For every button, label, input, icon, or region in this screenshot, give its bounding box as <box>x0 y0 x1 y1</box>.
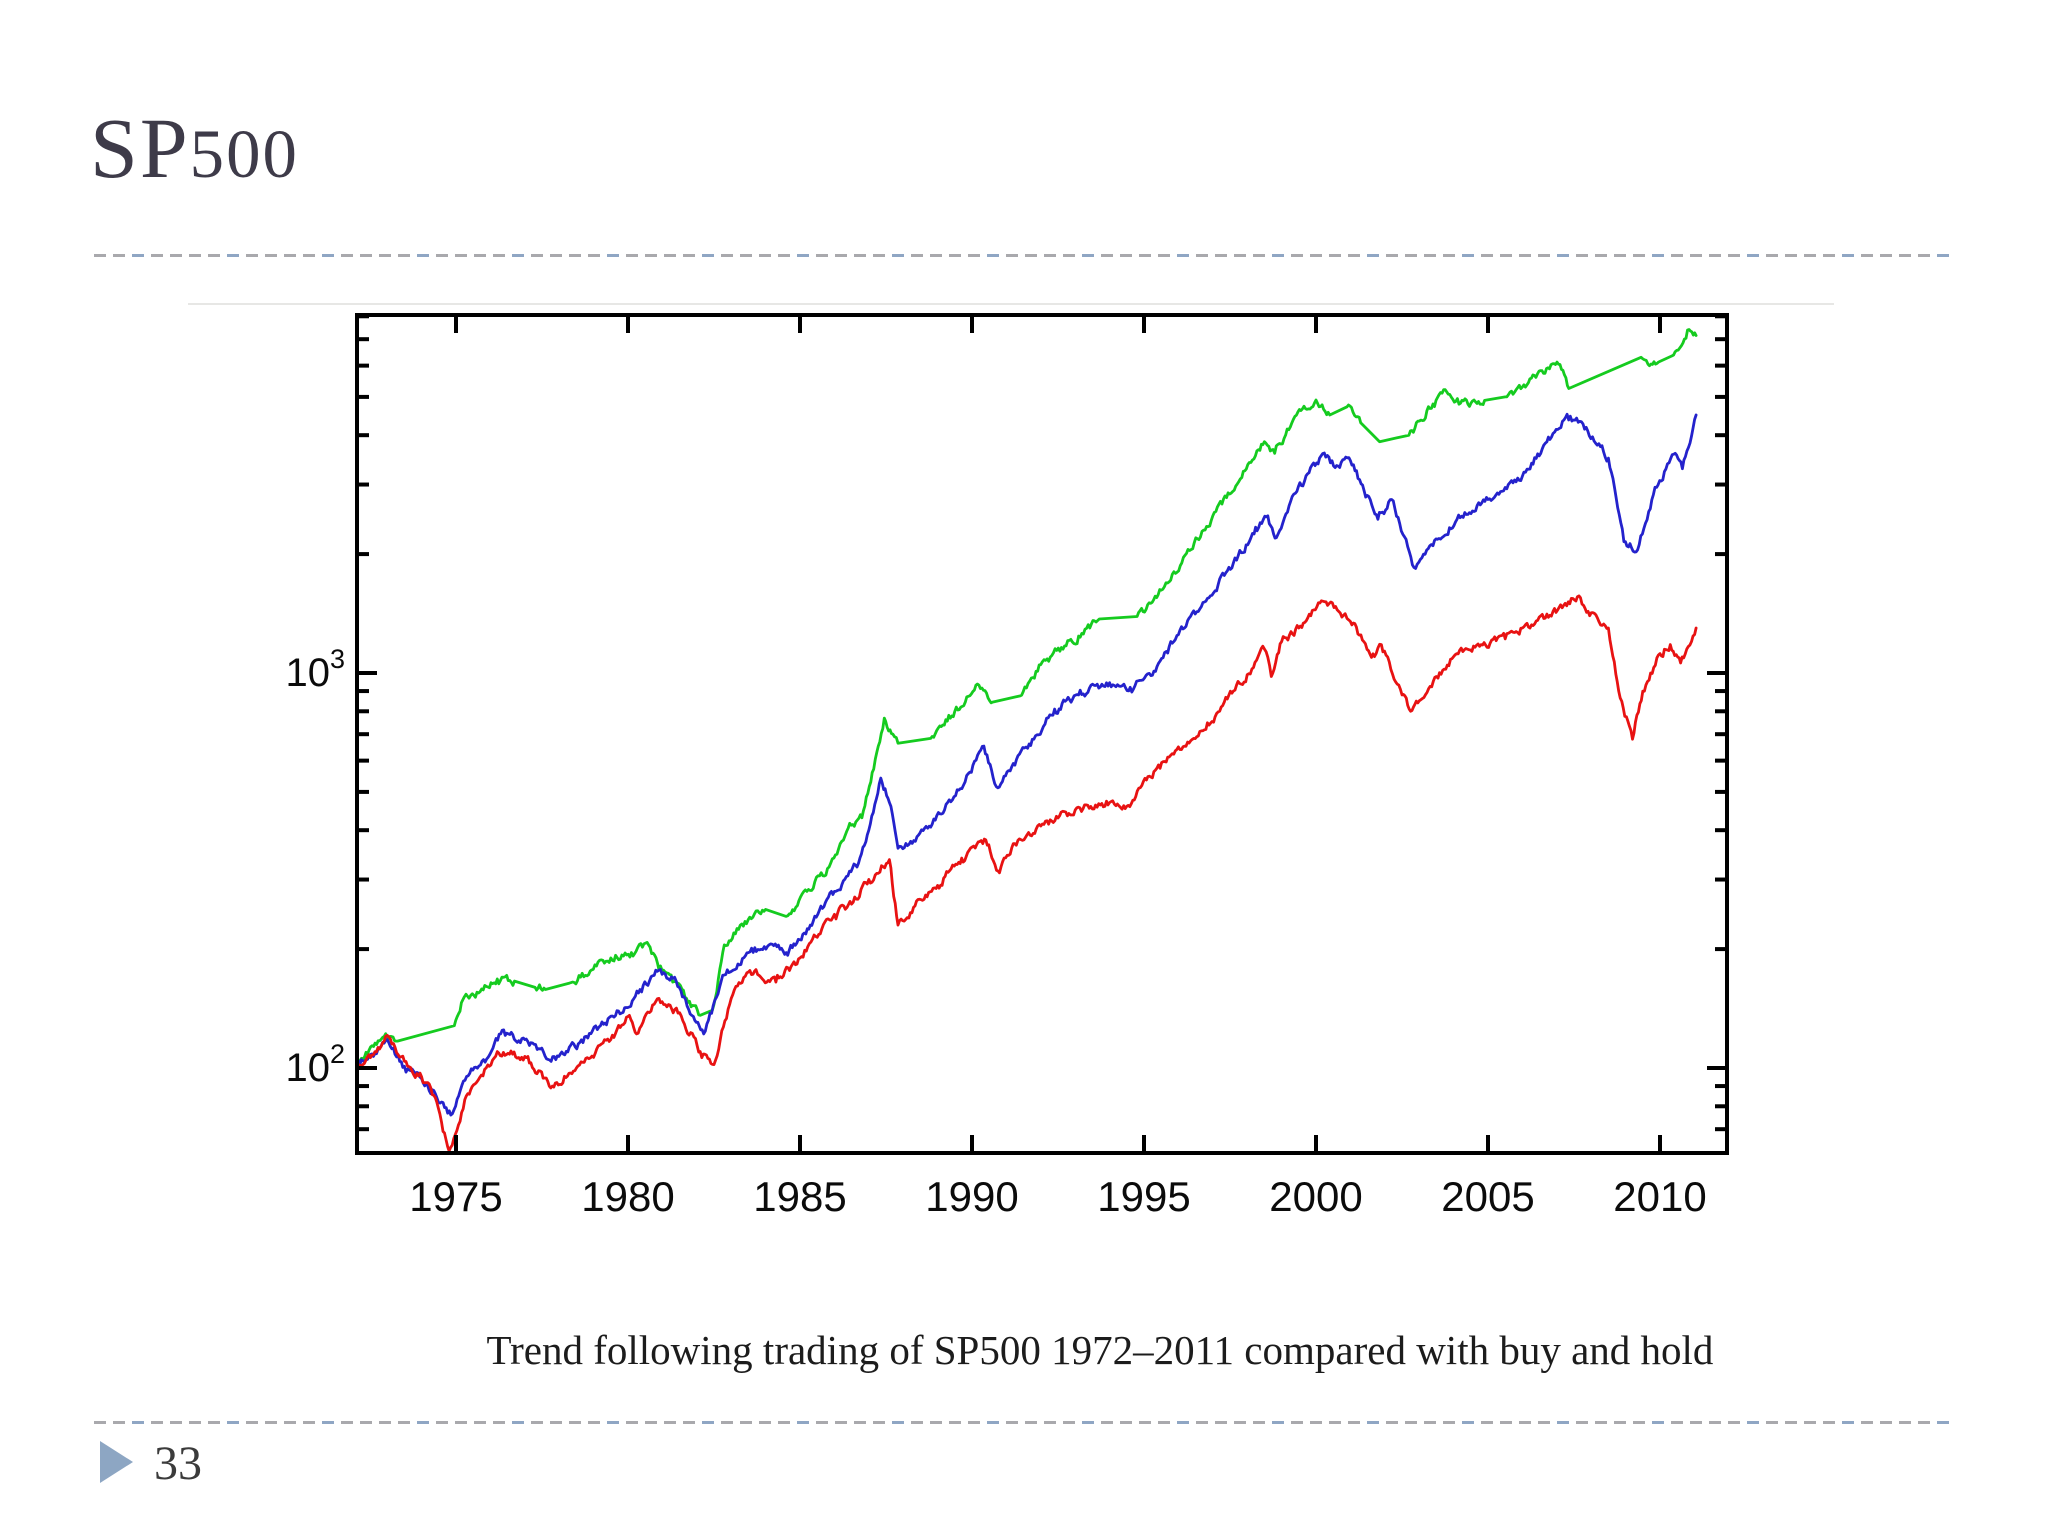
slide-title: SP500 <box>90 98 299 198</box>
figure-caption: Trend following trading of SP500 1972–20… <box>486 1327 1714 1373</box>
y-tick-label: 103 <box>285 644 345 695</box>
page-number: 33 <box>154 1437 202 1490</box>
figure-top-edge <box>188 303 1834 305</box>
title-divider-dashed-line <box>94 254 1956 257</box>
x-tick-label: 2005 <box>1441 1173 1534 1220</box>
x-tick-label: 2000 <box>1269 1173 1362 1220</box>
plot-frame <box>355 313 1729 1155</box>
slide-footer-arrow-icon <box>100 1441 133 1483</box>
chart-series <box>355 328 1698 1153</box>
chart-axes <box>355 313 1729 1155</box>
green-line-trend-following <box>355 328 1698 1065</box>
slide-title-digits: 500 <box>189 116 299 192</box>
blue-line-trend-following <box>355 412 1698 1117</box>
slide-title-letters: SP <box>90 100 190 196</box>
chart-tick-labels: 1975 1980 1985 1990 1995 2000 2005 2010 102 103 <box>285 644 1706 1220</box>
x-tick-label: 1995 <box>1097 1173 1190 1220</box>
x-tick-label: 1980 <box>581 1173 674 1220</box>
footer-divider-dashed-line <box>94 1421 1956 1424</box>
x-tick-label: 1985 <box>753 1173 846 1220</box>
y-tick-label: 102 <box>285 1039 345 1090</box>
x-tick-label: 2010 <box>1613 1173 1706 1220</box>
x-tick-label: 1975 <box>409 1173 502 1220</box>
x-tick-label: 1990 <box>925 1173 1018 1220</box>
red-line-buy-and-hold <box>355 594 1698 1153</box>
